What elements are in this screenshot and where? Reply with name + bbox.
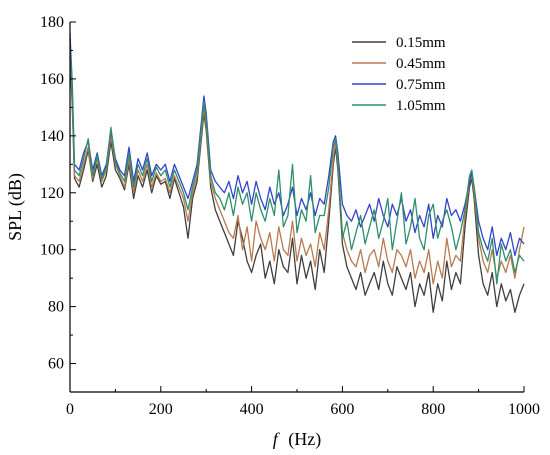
y-tick-label-1: 80 [48,299,64,316]
x-tick-label-3: 600 [330,401,354,418]
series-line-1 [69,44,525,285]
x-tick-label-0: 0 [66,401,74,418]
ticks [69,21,525,392]
x-axis-title-unit: (Hz) [288,429,321,450]
series-lines [69,33,525,313]
y-tick-label-6: 180 [40,14,64,31]
x-tick-label-2: 400 [240,401,264,418]
x-axis-title: f (Hz) [273,429,322,450]
legend: 0.15mm 0.45mm 0.75mm 1.05mm [352,35,446,114]
legend-label-1: 0.45mm [396,56,446,72]
legend-label-2: 0.75mm [396,77,446,93]
series-line-2 [69,33,525,257]
x-axis-title-var: f [273,429,281,449]
tick-labels: 0 200 400 600 800 1000 60 80 100 120 140 160 180 [40,14,540,418]
y-tick-label-5: 160 [40,71,64,88]
series-line-3 [69,39,525,285]
x-tick-label-1: 200 [149,401,173,418]
x-tick-label-5: 1000 [508,401,540,418]
axes [69,22,524,393]
x-tick-label-4: 800 [421,401,445,418]
y-tick-label-2: 100 [40,242,64,259]
series-line-0 [69,56,525,313]
y-axis-title: SPL (dB) [5,173,26,241]
y-tick-label-0: 60 [48,356,64,373]
legend-label-3: 1.05mm [396,98,446,114]
legend-label-0: 0.15mm [396,35,446,51]
y-tick-label-3: 120 [40,185,64,202]
y-tick-label-4: 140 [40,128,64,145]
